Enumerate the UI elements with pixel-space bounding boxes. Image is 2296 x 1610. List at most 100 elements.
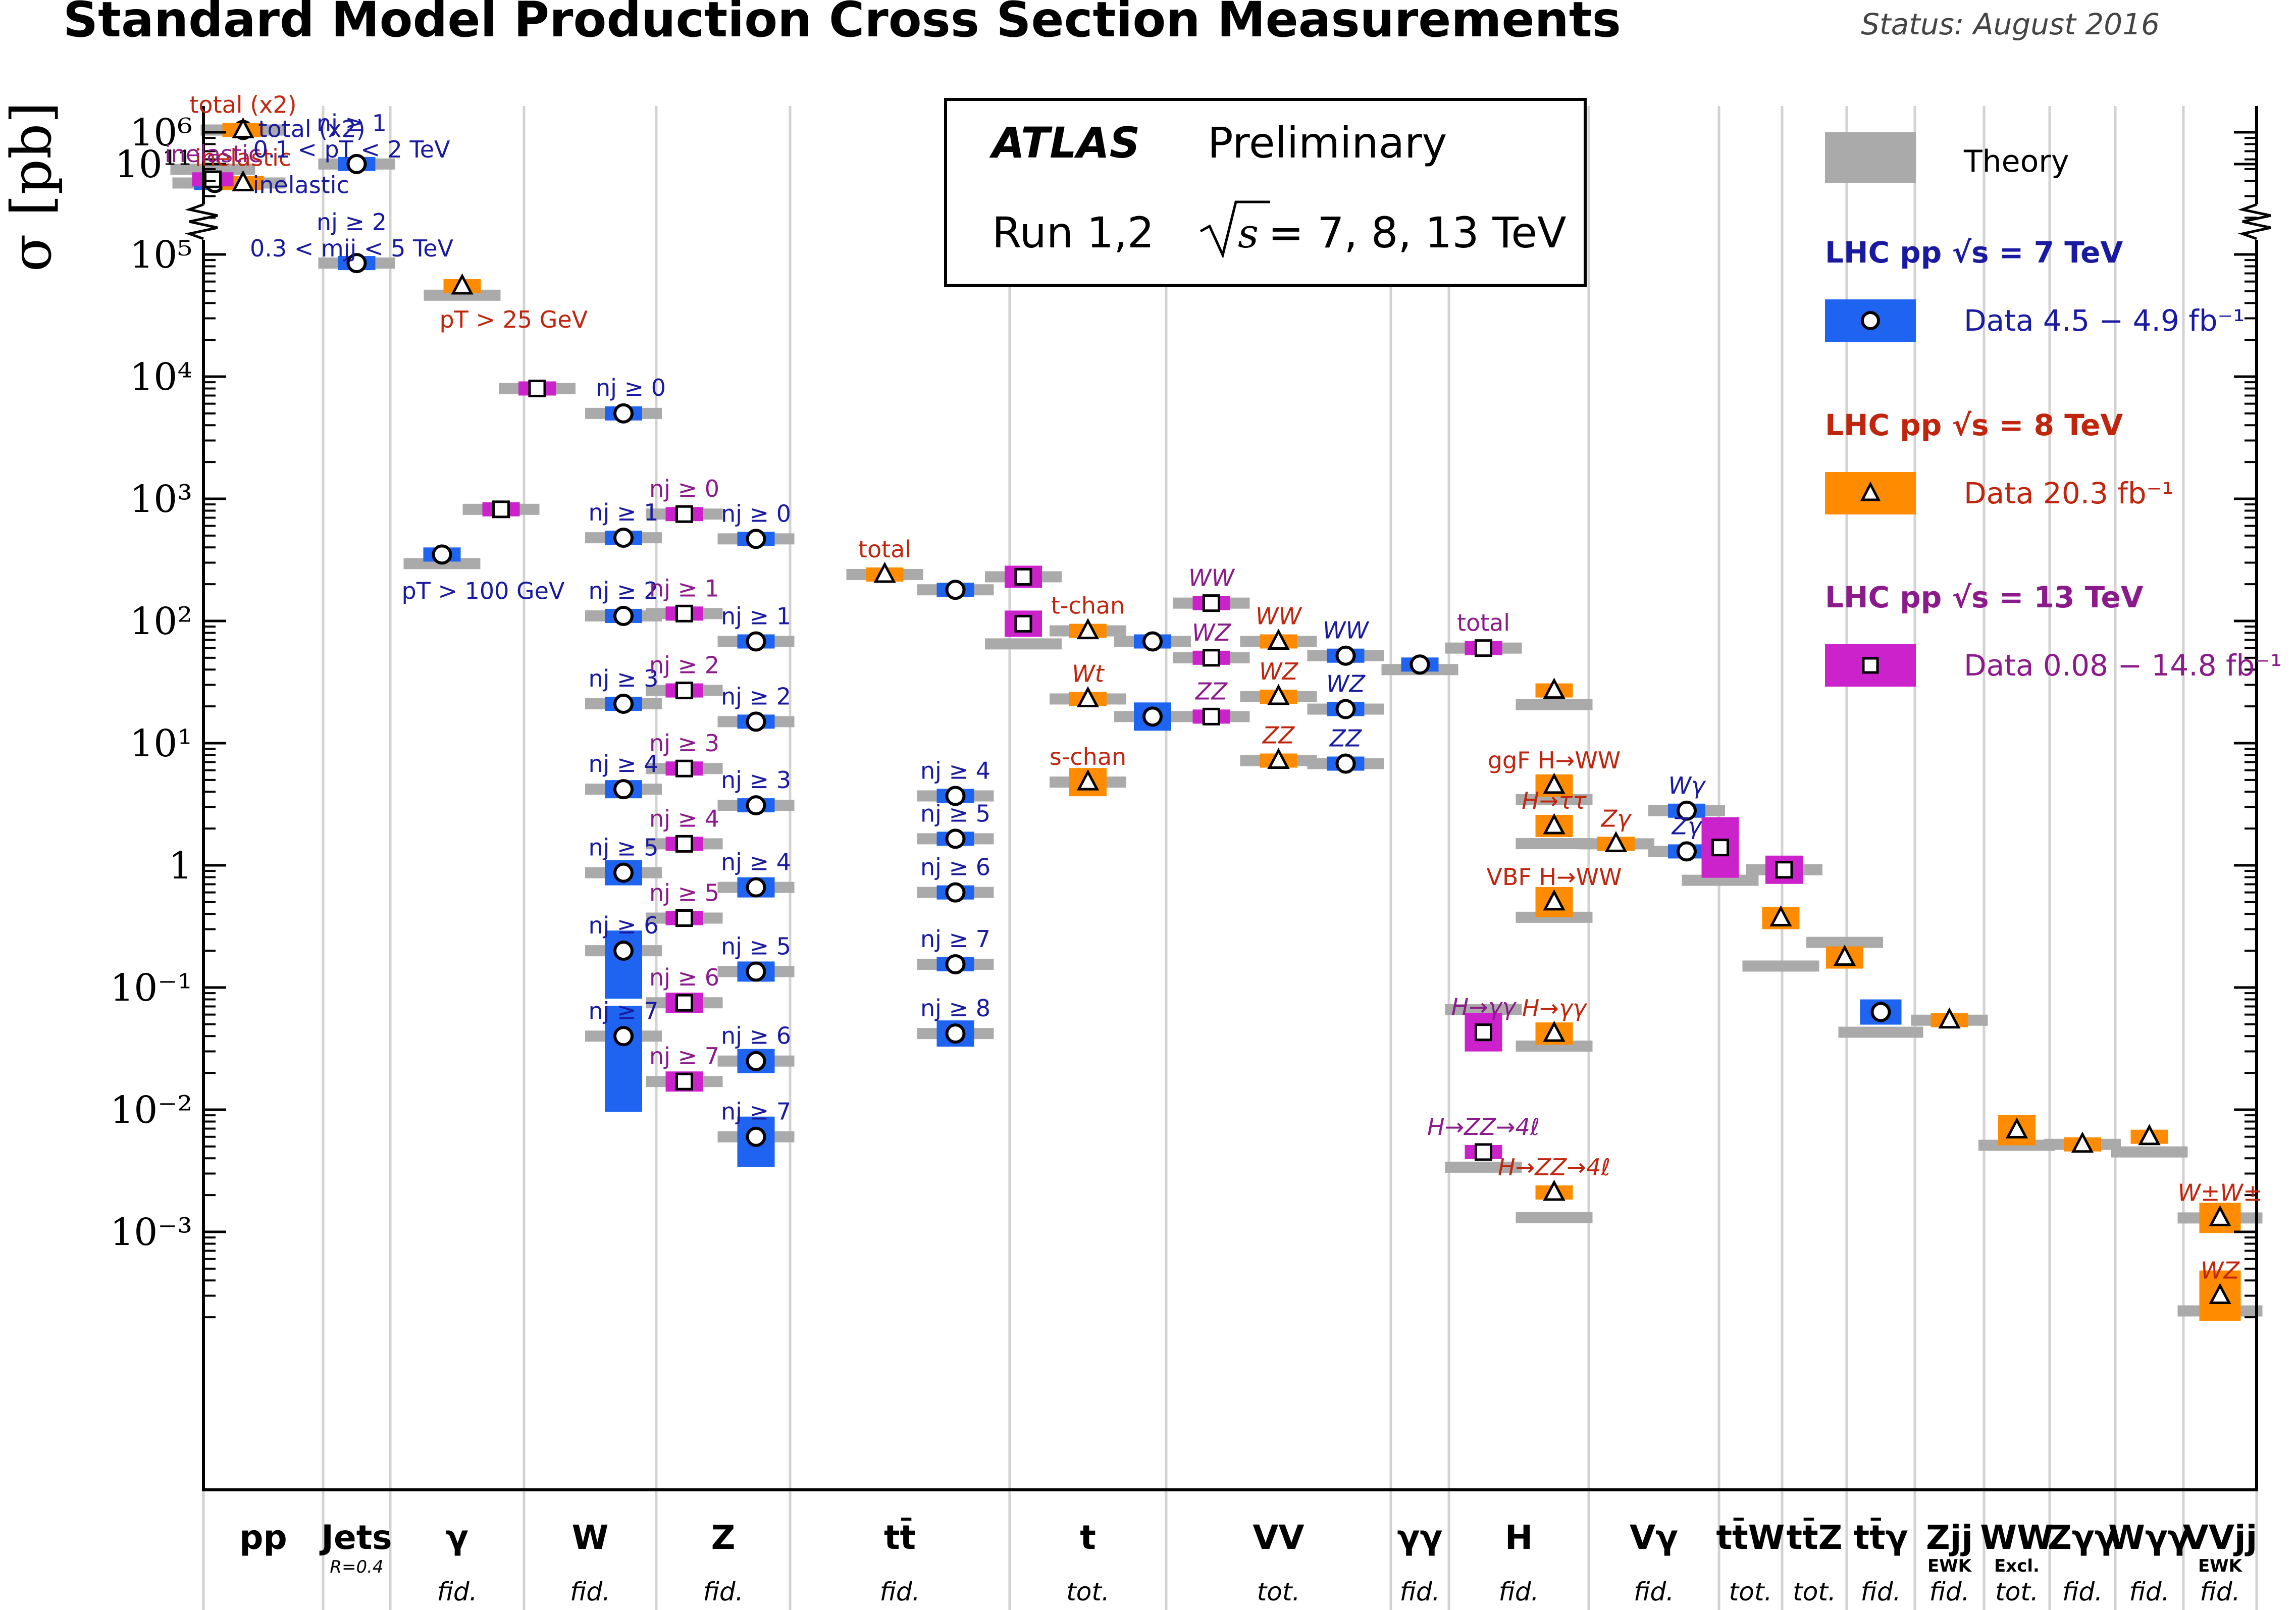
point-label-67: H→ZZ→4ℓ xyxy=(1498,1154,1610,1181)
point-label-21: nj ≥ 3 xyxy=(649,730,719,757)
data-marker-circle-28 xyxy=(746,711,766,732)
data-marker-circle-57 xyxy=(1335,753,1356,774)
x-category-label-5: tt̄ xyxy=(884,1517,916,1557)
point-label-22: nj ≥ 4 xyxy=(649,805,719,832)
x-category-label-2: γ xyxy=(446,1518,468,1557)
x-category-label-10: Vγ xyxy=(1630,1518,1678,1557)
data-marker-square-50 xyxy=(1203,649,1220,667)
x-category-sub-3: fid. xyxy=(570,1577,610,1606)
point-label-41: nj ≥ 8 xyxy=(920,995,990,1022)
data-marker-circle-29 xyxy=(746,795,766,816)
point-label-68: Zγ xyxy=(1600,805,1633,832)
data-marker-square-49 xyxy=(1203,594,1220,612)
x-category-sub-8: fid. xyxy=(1400,1577,1440,1606)
point-label-17: nj ≥ 7 xyxy=(589,997,659,1024)
x-category-sub-4: fid. xyxy=(703,1577,744,1606)
legend-marker-square xyxy=(1862,657,1879,674)
data-marker-square-25 xyxy=(675,1072,693,1090)
x-category-sub-15: tot. xyxy=(1995,1577,2039,1606)
x-category-label-9: H xyxy=(1505,1518,1533,1557)
point-label-5: nj ≥ 1 0.1 < pT < 2 TeV xyxy=(253,110,450,163)
data-marker-triangle-7 xyxy=(451,273,474,295)
y-tick-label-2: 10⁵ xyxy=(130,233,192,277)
data-marker-circle-40 xyxy=(945,954,966,974)
data-marker-triangle-68 xyxy=(1604,831,1628,852)
x-category-label-12: tt̄Z xyxy=(1787,1517,1843,1557)
point-label-39: nj ≥ 6 xyxy=(920,854,990,881)
data-marker-square-64 xyxy=(1475,1023,1492,1042)
data-marker-square-73 xyxy=(1775,861,1793,879)
point-label-30: nj ≥ 4 xyxy=(721,849,791,876)
x-category-label-8: γγ xyxy=(1397,1518,1443,1557)
svg-text:s: s xyxy=(1238,210,1259,257)
theory-band-7 xyxy=(424,289,501,301)
chart-title: Standard Model Production Cross Section … xyxy=(63,0,1621,48)
data-marker-circle-69 xyxy=(1677,800,1697,821)
point-label-40: nj ≥ 7 xyxy=(920,925,990,953)
theory-band-60 xyxy=(1516,699,1593,710)
y-tick-label-8: 10⁻¹ xyxy=(110,966,192,1010)
y-tick-label-1: 10⁶ xyxy=(130,111,192,154)
legend-data-label-0: Data 4.5 − 4.9 fb⁻¹ xyxy=(1964,303,2245,338)
point-label-69: Wγ xyxy=(1668,772,1706,799)
data-marker-triangle-61 xyxy=(1543,772,1566,794)
point-label-38: nj ≥ 5 xyxy=(920,800,990,827)
point-label-62: H→ττ xyxy=(1522,787,1587,814)
data-marker-circle-10 xyxy=(613,403,634,424)
data-marker-square-42 xyxy=(1014,567,1032,586)
data-marker-circle-55 xyxy=(1335,645,1356,666)
atlas-label: ATLAS xyxy=(989,118,1140,168)
point-label-26: nj ≥ 0 xyxy=(721,500,791,527)
x-category-sub-14: fid. xyxy=(1929,1577,1970,1606)
data-marker-square-66 xyxy=(1475,1143,1492,1161)
data-marker-circle-5 xyxy=(346,153,367,174)
point-label-32: nj ≥ 6 xyxy=(721,1022,791,1050)
x-category-label-7: VV xyxy=(1253,1518,1304,1557)
data-marker-circle-27 xyxy=(746,631,766,652)
point-label-15: nj ≥ 5 xyxy=(589,834,659,861)
y-tick-label-5: 10² xyxy=(130,600,192,643)
x-category-sub-18: fid. xyxy=(2200,1577,2240,1606)
data-marker-circle-11 xyxy=(613,528,634,548)
data-marker-triangle-62 xyxy=(1543,813,1566,835)
point-label-70: Zγ xyxy=(1671,812,1703,840)
data-marker-triangle-78 xyxy=(2071,1131,2094,1153)
point-label-10: nj ≥ 0 xyxy=(596,374,666,401)
x-category-sub-6: tot. xyxy=(1066,1577,1110,1606)
data-marker-square-51 xyxy=(1203,707,1220,725)
point-label-81: WZ xyxy=(2201,1257,2240,1284)
theory-band-75 xyxy=(1838,1026,1923,1038)
data-marker-circle-41 xyxy=(945,1023,966,1044)
point-label-80: W±W± xyxy=(2177,1179,2262,1206)
point-label-61: ggF H→WW xyxy=(1488,747,1621,774)
x-category-sub-12: tot. xyxy=(1793,1577,1836,1606)
theory-band-65 xyxy=(1516,1041,1593,1052)
data-marker-circle-16 xyxy=(613,941,634,961)
data-marker-triangle-46 xyxy=(1076,686,1100,707)
y-tick-label-4: 10³ xyxy=(130,478,192,521)
data-marker-circle-33 xyxy=(746,1126,766,1147)
point-label-35: total xyxy=(858,536,911,563)
point-label-16: nj ≥ 6 xyxy=(589,912,659,939)
theory-band-64 xyxy=(1445,1004,1522,1015)
theory-band-79 xyxy=(2111,1146,2188,1158)
point-label-48: s-chan xyxy=(1050,743,1126,770)
data-marker-circle-70 xyxy=(1677,841,1697,862)
run-label: Run 1,2 xyxy=(992,208,1154,257)
point-label-18: nj ≥ 0 xyxy=(649,475,719,502)
x-category-label-17: Wγγ xyxy=(2108,1518,2190,1557)
y-tick-label-9: 10⁻² xyxy=(110,1088,192,1132)
x-category-sub-17: fid. xyxy=(2129,1577,2170,1606)
data-marker-triangle-72 xyxy=(1769,905,1792,926)
point-label-1: inelastic xyxy=(195,144,291,171)
point-label-66: H→ZZ→4ℓ xyxy=(1427,1113,1540,1140)
data-marker-square-43 xyxy=(1014,614,1032,633)
legend-theory-label: Theory xyxy=(1963,144,2069,179)
data-marker-square-24 xyxy=(675,994,693,1012)
status-text: Status: August 2016 xyxy=(1861,7,2160,41)
preliminary-label: Preliminary xyxy=(1208,118,1447,168)
x-category-sub-13: fid. xyxy=(1861,1577,1901,1606)
point-label-65: H→γγ xyxy=(1522,995,1588,1022)
data-marker-triangle-74 xyxy=(1833,945,1856,966)
point-label-52: WW xyxy=(1256,603,1302,630)
